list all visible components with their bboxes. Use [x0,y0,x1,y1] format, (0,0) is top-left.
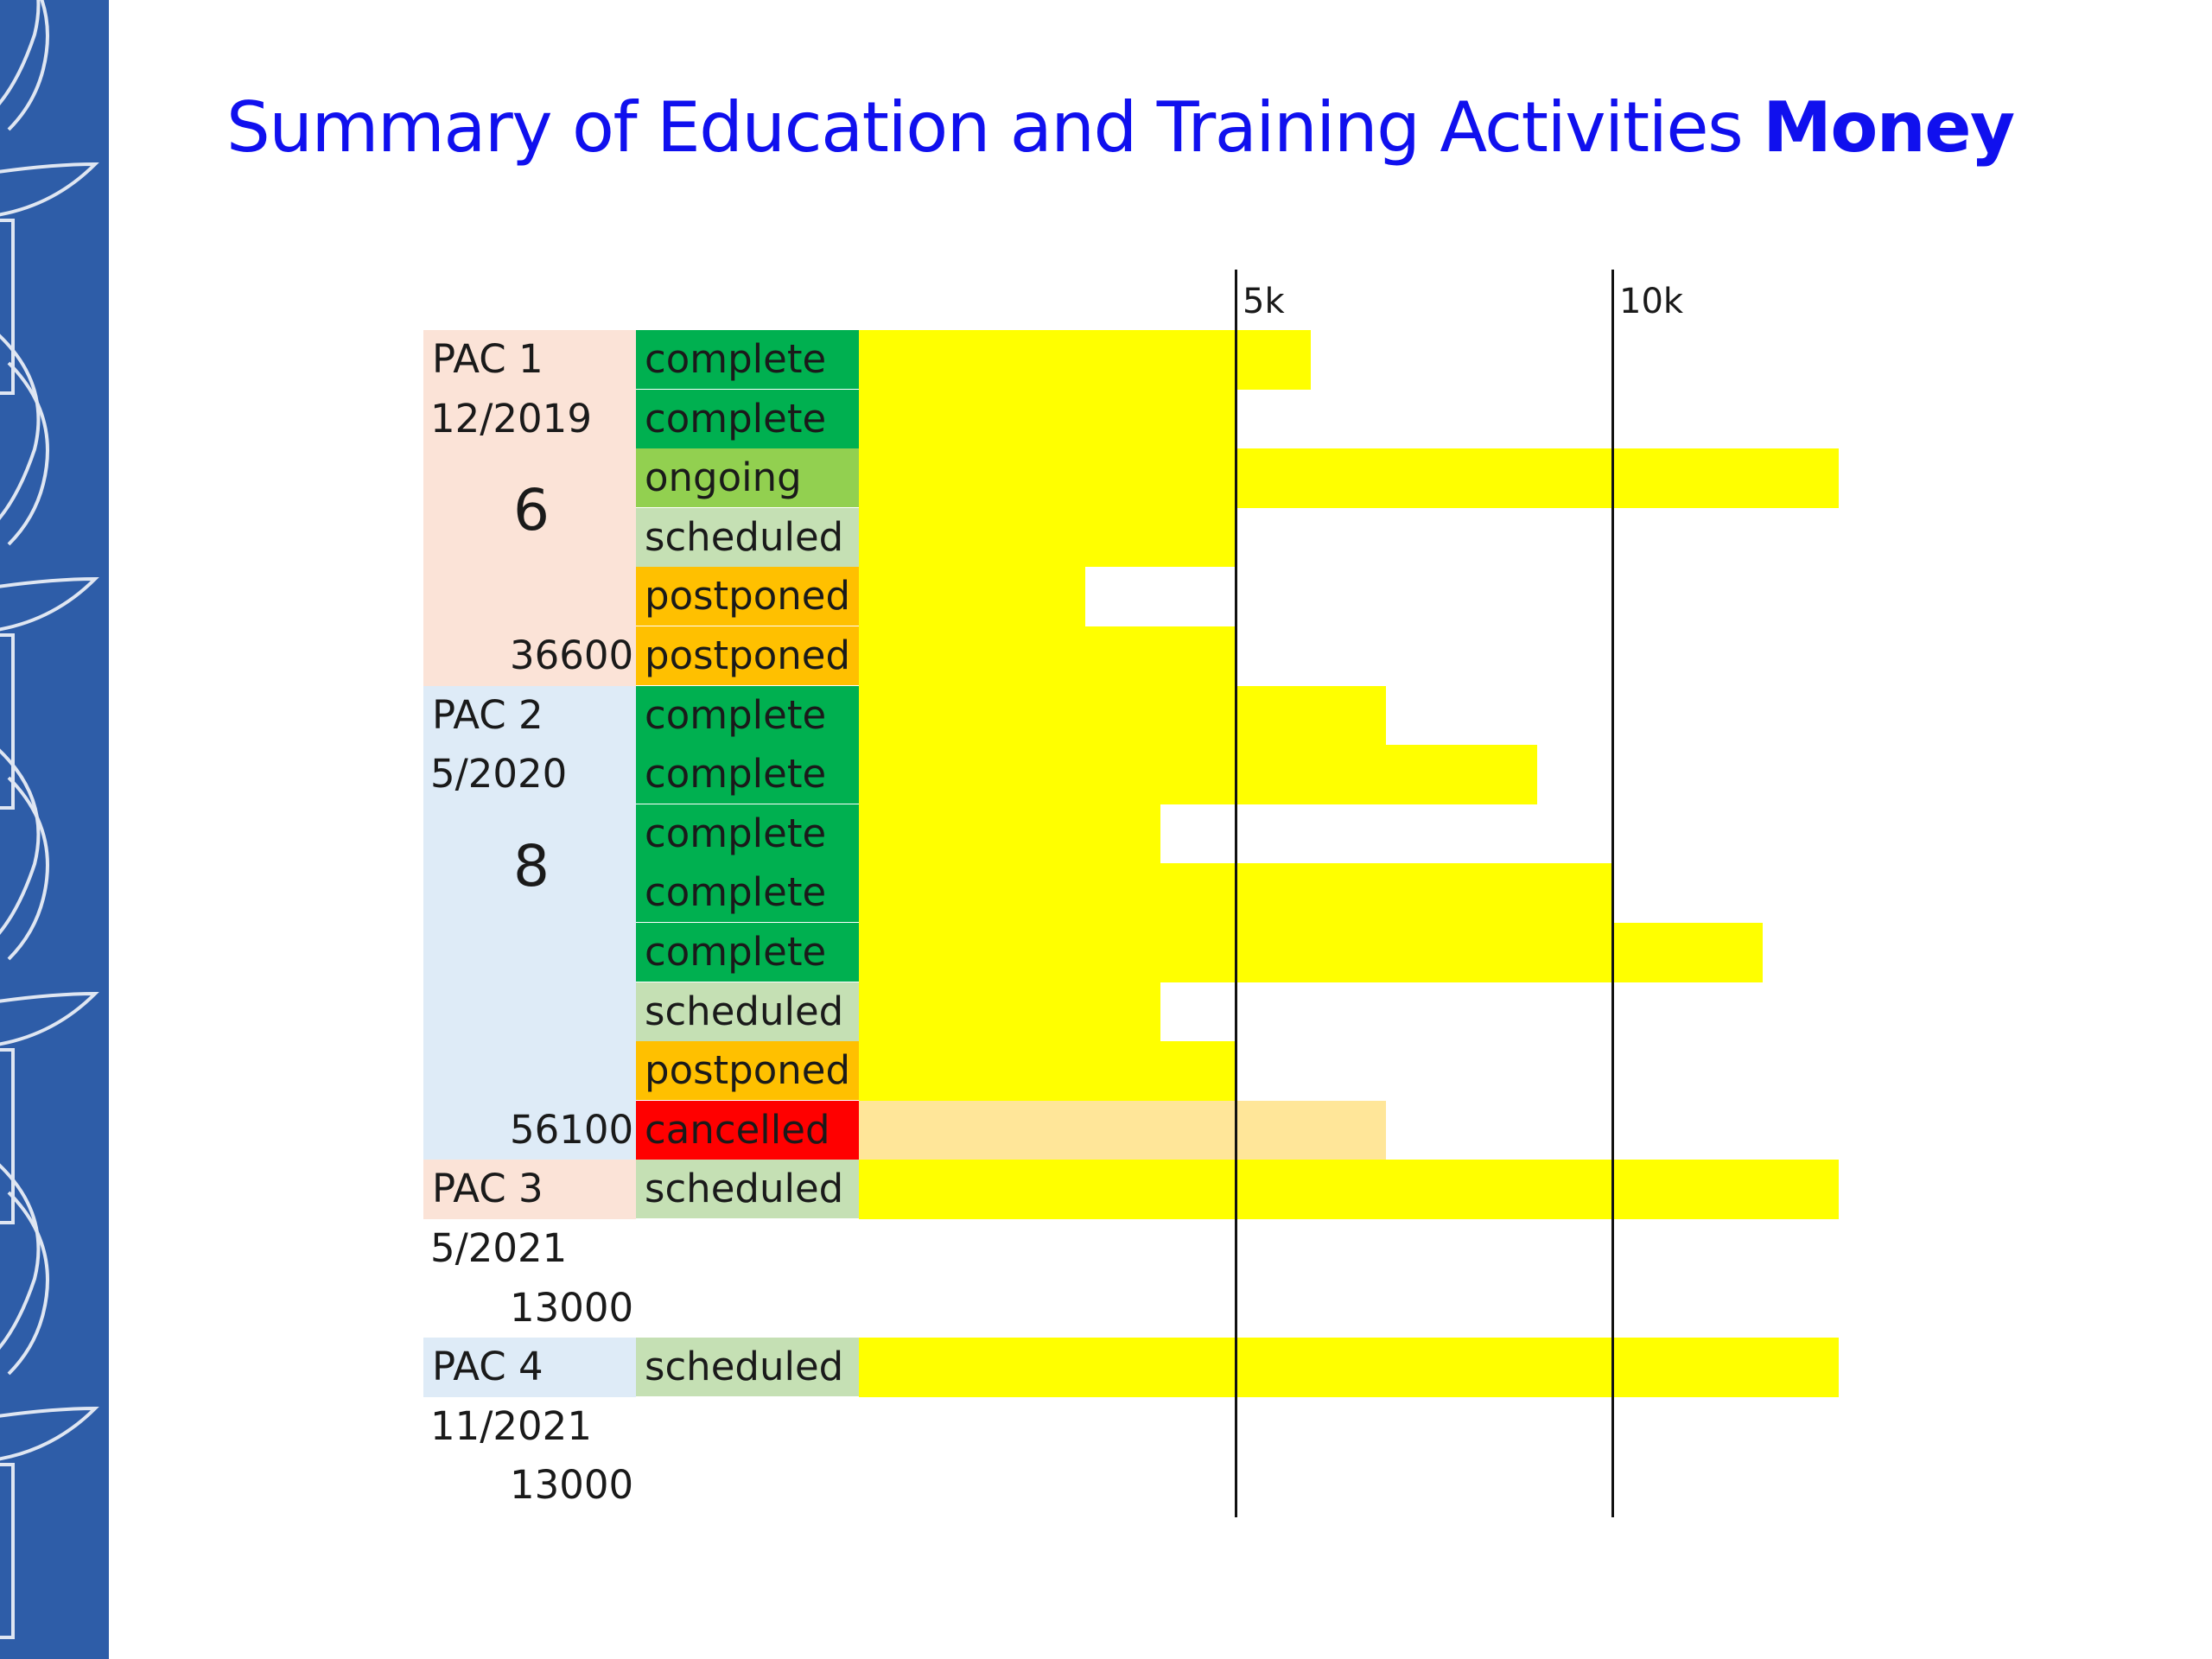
group-total-label: 56100 [510,1106,634,1153]
sidebar-decoration [0,0,109,1659]
group-count-label: 8 [513,832,550,899]
bar-complete [859,923,1764,982]
group-background [423,330,636,686]
status-cell-scheduled: scheduled [636,1338,859,1397]
group-date-label: 5/2020 [430,751,568,798]
group-total-label: 36600 [510,632,634,678]
group-name-label: PAC 3 [432,1166,543,1212]
group-background [423,1160,636,1219]
bar-complete [859,389,1236,449]
bar-complete [859,330,1312,390]
tick-label-10k: 10k [1619,282,1684,321]
status-cell-scheduled: scheduled [636,982,859,1041]
status-cell-postponed: postponed [636,1041,859,1101]
group-count-label: 6 [513,476,550,543]
bar-scheduled [859,1160,1839,1219]
bar-complete [859,685,1387,746]
bar-scheduled [859,1338,1839,1397]
tick-label-5k: 5k [1243,282,1285,321]
status-cell-postponed: postponed [636,567,859,626]
status-cell-complete: complete [636,745,859,804]
gridline-5k [1235,270,1237,1517]
status-cell-complete: complete [636,863,859,923]
status-cell-scheduled: scheduled [636,1160,859,1219]
gridline-10k [1611,270,1614,1517]
status-cell-scheduled: scheduled [636,507,859,567]
group-name-label: PAC 1 [432,336,543,382]
group-background [423,1338,636,1397]
bar-scheduled [859,507,1236,568]
bar-complete [859,804,1160,864]
bar-postponed [859,626,1236,686]
group-background [423,685,636,1160]
bar-postponed [859,567,1085,626]
bar-complete [859,745,1537,804]
status-cell-cancelled: cancelled [636,1100,859,1160]
group-total-label: 13000 [510,1284,634,1331]
status-cell-complete: complete [636,923,859,982]
bar-cancelled [859,1100,1387,1160]
status-cell-complete: complete [636,804,859,863]
torch-pattern-icon [0,0,99,1639]
bar-postponed [859,1041,1236,1101]
bar-scheduled [859,982,1160,1042]
group-date-label: 5/2021 [430,1225,568,1271]
status-cell-complete: complete [636,685,859,745]
group-total-label: 13000 [510,1462,634,1509]
status-cell-complete: complete [636,389,859,448]
group-date-label: 12/2019 [430,395,592,442]
group-name-label: PAC 2 [432,691,543,738]
status-cell-ongoing: ongoing [636,448,859,508]
status-cell-complete: complete [636,330,859,389]
slide-title: Summary of Education and Training Activi… [226,76,2179,180]
title-main: Summary of Education and Training Activi… [226,87,1744,168]
bar-ongoing [859,448,1839,508]
group-date-label: 11/2021 [430,1402,592,1449]
status-cell-postponed: postponed [636,626,859,685]
group-name-label: PAC 4 [432,1344,543,1390]
title-bold: Money [1763,87,2015,168]
